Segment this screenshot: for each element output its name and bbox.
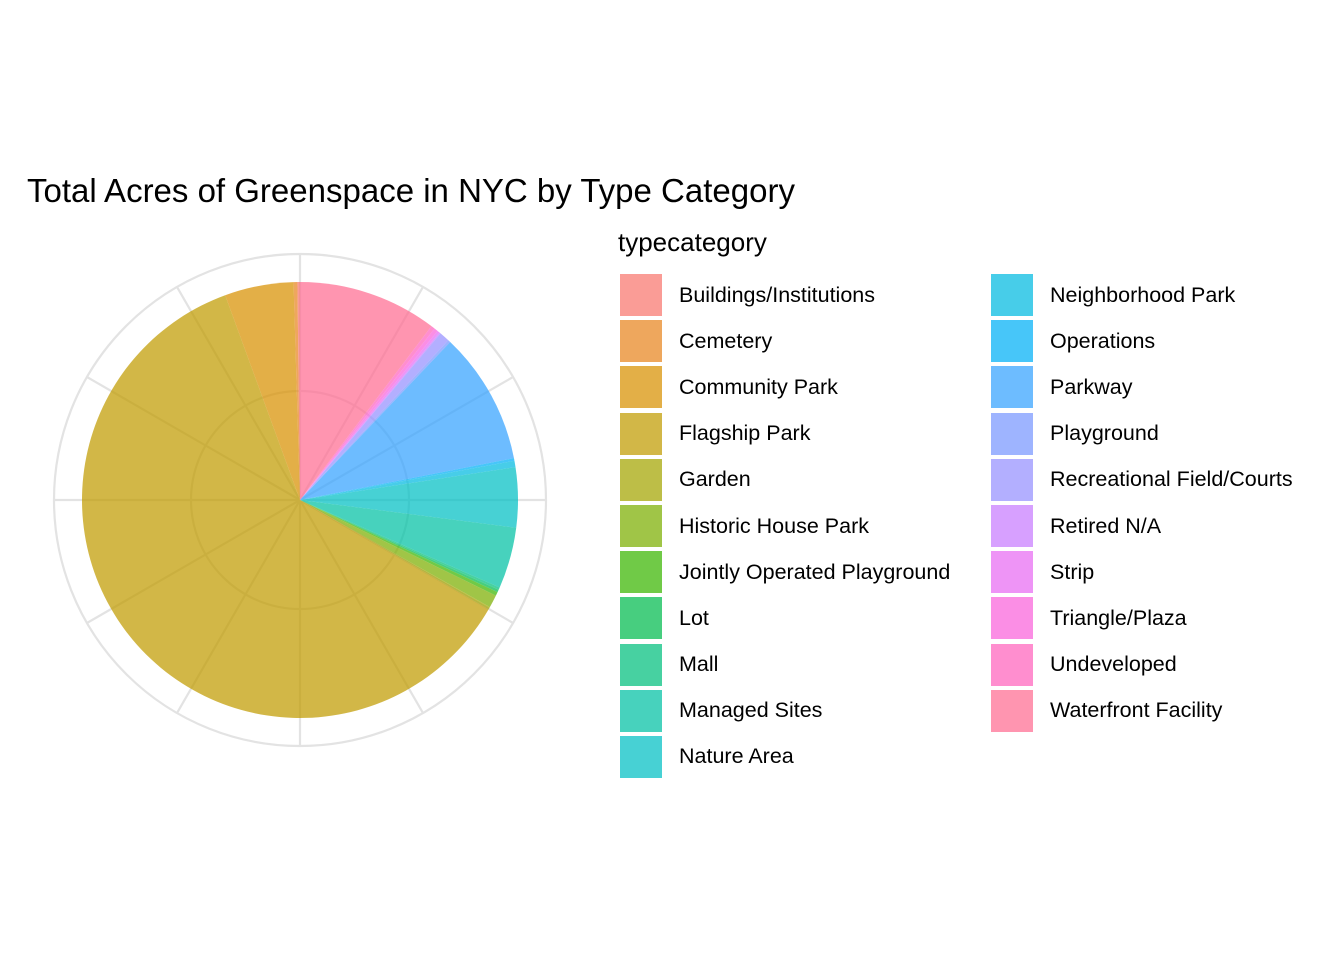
- pie-slice: [300, 326, 435, 500]
- legend-swatch: [991, 320, 1033, 363]
- legend-swatch: [991, 366, 1033, 409]
- legend-label: Cemetery: [679, 328, 773, 353]
- legend-column: Neighborhood Park Operations Parkway Playgr…: [989, 272, 1344, 780]
- legend-item: Recreational Field/Courts: [989, 457, 1344, 503]
- pie-slice: [81, 295, 489, 718]
- legend-label: Neighborhood Park: [1050, 282, 1236, 307]
- legend-item: Historic House Park: [618, 503, 989, 549]
- pie-slice: [300, 328, 438, 500]
- legend-swatch: [620, 735, 662, 778]
- legend-item: Operations: [989, 318, 1344, 364]
- legend-column: Buildings/Institutions Cemetery Community …: [618, 272, 989, 780]
- pie-slice: [300, 500, 496, 608]
- legend-swatch: [991, 274, 1033, 317]
- legend-columns: Buildings/Institutions Cemetery Community …: [618, 272, 1344, 780]
- pie-chart: [52, 252, 548, 748]
- legend-item: Flagship Park: [618, 411, 989, 457]
- legend-swatch: [620, 412, 662, 455]
- legend-swatch: [620, 689, 662, 732]
- pie-slice: [297, 282, 300, 500]
- chart-title: Total Acres of Greenspace in NYC by Type…: [27, 172, 795, 209]
- legend-label: Garden: [679, 467, 751, 492]
- legend-item: Lot: [618, 595, 989, 641]
- legend-item: Retired N/A: [989, 503, 1344, 549]
- legend-label: Buildings/Institutions: [679, 282, 875, 307]
- legend-label: Community Park: [679, 374, 838, 399]
- legend-item: Cemetery: [618, 318, 989, 364]
- legend-swatch: [620, 458, 662, 501]
- legend-label: Mall: [679, 652, 719, 677]
- legend-label: Operations: [1050, 328, 1156, 353]
- pie-slice: [300, 500, 490, 610]
- legend-label: Flagship Park: [679, 421, 811, 446]
- legend-label: Recreational Field/Courts: [1050, 467, 1293, 492]
- pie-slice: [300, 458, 515, 500]
- legend-title: typecategory: [618, 227, 767, 257]
- legend-label: Playground: [1050, 421, 1159, 446]
- legend-item: Jointly Operated Playground: [618, 549, 989, 595]
- legend-label: Triangle/Plaza: [1050, 605, 1187, 630]
- pie-slice: [300, 333, 449, 500]
- pie-slice: [225, 282, 300, 500]
- legend-swatch: [620, 320, 662, 363]
- legend-label: Lot: [679, 605, 709, 630]
- legend-item: Mall: [618, 642, 989, 688]
- legend: typecategory Buildings/Institutions Cemet…: [618, 222, 1344, 780]
- legend-item: Garden: [618, 457, 989, 503]
- legend-swatch: [620, 366, 662, 409]
- legend-swatch: [991, 597, 1033, 640]
- legend-item: Triangle/Plaza: [989, 595, 1344, 641]
- pie-slice: [300, 467, 518, 528]
- pie-slice: [300, 500, 498, 596]
- legend-swatch: [620, 551, 662, 594]
- legend-item: Buildings/Institutions: [618, 272, 989, 318]
- legend-swatch: [991, 689, 1033, 732]
- legend-item: Playground: [989, 411, 1344, 457]
- legend-swatch: [991, 458, 1033, 501]
- legend-swatch: [991, 505, 1033, 548]
- legend-label: Jointly Operated Playground: [679, 559, 951, 584]
- legend-label: Historic House Park: [679, 513, 869, 538]
- legend-label: Parkway: [1050, 374, 1133, 399]
- legend-swatch: [991, 643, 1033, 686]
- legend-item: Strip: [989, 549, 1344, 595]
- legend-label: Managed Sites: [679, 698, 823, 723]
- legend-item: Undeveloped: [989, 642, 1344, 688]
- pie-slice: [300, 500, 499, 593]
- legend-item: Neighborhood Park: [989, 272, 1344, 318]
- pie-slice: [300, 460, 516, 500]
- legend-swatch: [991, 412, 1033, 455]
- legend-swatch: [991, 551, 1033, 594]
- legend-swatch: [620, 274, 662, 317]
- pie-slice: [293, 282, 300, 500]
- legend-label: Retired N/A: [1050, 513, 1162, 538]
- legend-swatch: [620, 597, 662, 640]
- pie-slice: [300, 500, 517, 588]
- pie-slice: [300, 340, 451, 500]
- pie-slices: [81, 282, 518, 718]
- legend-item: Managed Sites: [618, 688, 989, 734]
- pie-slice: [300, 330, 440, 500]
- legend-label: Waterfront Facility: [1050, 698, 1223, 723]
- legend-label: Nature Area: [679, 744, 794, 769]
- pie-slice: [300, 500, 500, 590]
- legend-item: Waterfront Facility: [989, 688, 1344, 734]
- legend-item: Nature Area: [618, 734, 989, 780]
- pie-slice: [300, 332, 441, 500]
- legend-label: Undeveloped: [1050, 652, 1177, 677]
- legend-swatch: [620, 505, 662, 548]
- legend-item: Parkway: [989, 364, 1344, 410]
- legend-label: Strip: [1050, 559, 1095, 584]
- pie-slice: [300, 282, 432, 500]
- legend-item: Community Park: [618, 364, 989, 410]
- pie-slice: [300, 342, 514, 500]
- legend-swatch: [620, 643, 662, 686]
